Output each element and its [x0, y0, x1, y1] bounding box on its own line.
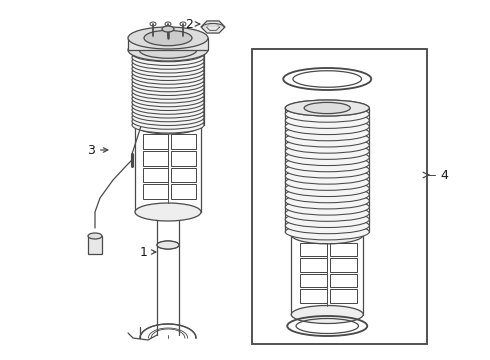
Bar [330, 243, 357, 256]
Ellipse shape [285, 199, 369, 215]
Ellipse shape [157, 208, 179, 216]
Bar [143, 184, 168, 199]
Ellipse shape [132, 102, 204, 118]
Ellipse shape [132, 113, 204, 129]
Ellipse shape [285, 100, 369, 116]
Ellipse shape [285, 156, 369, 172]
Ellipse shape [132, 91, 204, 107]
Bar [300, 258, 327, 272]
Polygon shape [201, 21, 225, 33]
Ellipse shape [157, 241, 179, 249]
Ellipse shape [304, 102, 350, 114]
Ellipse shape [128, 39, 208, 61]
Ellipse shape [132, 42, 204, 58]
Ellipse shape [285, 212, 369, 228]
Ellipse shape [132, 50, 204, 66]
Bar [171, 151, 196, 166]
Bar [330, 274, 357, 287]
Ellipse shape [285, 162, 369, 178]
Ellipse shape [285, 125, 369, 141]
Bar [330, 289, 357, 302]
Text: 4: 4 [440, 168, 448, 181]
Ellipse shape [291, 306, 363, 324]
Bar [171, 134, 196, 149]
Ellipse shape [162, 26, 174, 32]
Ellipse shape [285, 143, 369, 159]
Ellipse shape [132, 46, 204, 62]
Bar [252, 49, 427, 344]
Ellipse shape [285, 187, 369, 203]
Ellipse shape [285, 174, 369, 190]
Ellipse shape [285, 137, 369, 153]
Ellipse shape [285, 180, 369, 197]
Ellipse shape [285, 131, 369, 147]
Ellipse shape [132, 68, 204, 84]
Bar [171, 167, 196, 182]
Bar [330, 258, 357, 272]
Ellipse shape [285, 118, 369, 135]
Ellipse shape [88, 233, 102, 239]
Bar [300, 289, 327, 302]
Ellipse shape [132, 98, 204, 114]
Text: 3: 3 [87, 144, 108, 157]
Ellipse shape [285, 149, 369, 166]
Ellipse shape [285, 205, 369, 221]
Ellipse shape [285, 193, 369, 209]
Bar [300, 243, 327, 256]
Ellipse shape [132, 117, 204, 133]
Bar [143, 134, 168, 149]
Bar [143, 167, 168, 182]
Ellipse shape [132, 109, 204, 126]
Ellipse shape [128, 27, 208, 49]
Bar [128, 38, 208, 50]
Ellipse shape [132, 106, 204, 122]
Ellipse shape [132, 87, 204, 103]
Ellipse shape [285, 168, 369, 184]
Ellipse shape [132, 80, 204, 95]
Ellipse shape [139, 42, 197, 58]
Ellipse shape [132, 95, 204, 111]
Ellipse shape [135, 203, 201, 221]
Bar [143, 151, 168, 166]
Ellipse shape [132, 57, 204, 73]
Ellipse shape [285, 112, 369, 129]
Ellipse shape [285, 106, 369, 122]
Ellipse shape [135, 116, 201, 134]
Ellipse shape [144, 30, 192, 46]
Text: 2: 2 [185, 18, 199, 31]
Bar [300, 274, 327, 287]
Ellipse shape [132, 53, 204, 69]
Ellipse shape [285, 218, 369, 234]
Ellipse shape [132, 64, 204, 81]
Ellipse shape [132, 76, 204, 92]
Ellipse shape [285, 224, 369, 240]
Ellipse shape [291, 226, 363, 244]
Ellipse shape [132, 61, 204, 77]
Ellipse shape [285, 100, 369, 116]
Text: 1: 1 [140, 246, 156, 258]
Bar [88, 236, 102, 254]
Ellipse shape [132, 72, 204, 88]
Bar [171, 184, 196, 199]
Ellipse shape [132, 83, 204, 99]
